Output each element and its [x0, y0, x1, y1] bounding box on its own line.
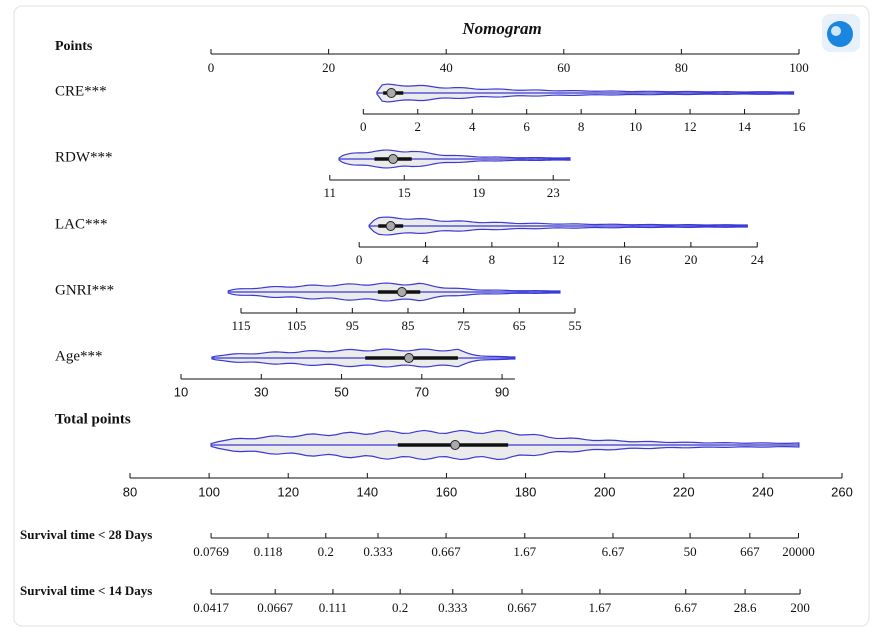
variable-label: Age*** — [55, 348, 103, 364]
tick-label: 80 — [675, 60, 688, 75]
median-dot — [388, 154, 399, 164]
tick-label: 0 — [356, 252, 363, 267]
tick-label: 50 — [334, 384, 348, 399]
tick-label: 55 — [568, 318, 581, 333]
tick-label: 14 — [738, 119, 752, 134]
median-dot — [403, 353, 414, 363]
tick-label: 0.333 — [438, 600, 467, 615]
tick-label: 0.0667 — [257, 600, 293, 615]
tick-label: 6.67 — [674, 600, 697, 615]
tick-label: 0.667 — [431, 544, 461, 559]
tick-label: 120 — [277, 484, 299, 499]
tick-label: 6 — [523, 119, 530, 134]
tick-label: 6.67 — [602, 544, 625, 559]
app-icon[interactable] — [822, 14, 860, 52]
icon-shine — [831, 26, 841, 36]
tick-label: 20 — [322, 60, 335, 75]
tick-label: 12 — [552, 252, 565, 267]
tick-label: 24 — [751, 252, 765, 267]
tick-label: 0.2 — [318, 544, 334, 559]
tick-label: 100 — [198, 484, 220, 499]
tick-label: 85 — [401, 318, 414, 333]
tick-label: 50 — [684, 544, 697, 559]
tick-label: 0.111 — [319, 600, 347, 615]
tick-label: 16 — [793, 119, 807, 134]
median-dot — [385, 221, 396, 231]
tick-label: 95 — [346, 318, 359, 333]
tick-label: 4 — [469, 119, 476, 134]
chart-title: Nomogram — [461, 19, 541, 38]
variable-label: CRE*** — [55, 83, 107, 99]
tick-label: 0 — [208, 60, 215, 75]
tick-label: 1.67 — [589, 600, 612, 615]
tick-label: 70 — [415, 384, 429, 399]
tick-label: 0.333 — [363, 544, 392, 559]
tick-label: 2 — [415, 119, 422, 134]
tick-label: 200 — [790, 600, 810, 615]
tick-label: 100 — [789, 60, 809, 75]
tick-label: 667 — [740, 544, 760, 559]
tick-label: 0 — [360, 119, 367, 134]
tick-label: 10 — [629, 119, 642, 134]
tick-label: 8 — [578, 119, 585, 134]
tick-label: 0.118 — [254, 544, 283, 559]
tick-label: 4 — [422, 252, 429, 267]
outcome-label: Survival time < 28 Days — [20, 527, 152, 542]
tick-label: 28.6 — [734, 600, 757, 615]
tick-label: 140 — [356, 484, 378, 499]
tick-label: 23 — [547, 185, 560, 200]
tick-label: 160 — [436, 484, 458, 499]
tick-label: 10 — [174, 384, 188, 399]
tick-label: 220 — [673, 484, 695, 499]
tick-label: 200 — [594, 484, 616, 499]
tick-label: 240 — [752, 484, 774, 499]
outcome-label: Survival time < 14 Days — [20, 583, 152, 598]
median-dot — [386, 88, 397, 98]
tick-label: 115 — [231, 318, 250, 333]
tick-label: 75 — [457, 318, 470, 333]
tick-label: 0.667 — [507, 600, 537, 615]
tick-label: 60 — [557, 60, 570, 75]
variable-label: GNRI*** — [55, 282, 114, 298]
tick-label: 0.2 — [392, 600, 408, 615]
axis-title: Points — [55, 39, 93, 54]
tick-label: 0.0769 — [193, 544, 229, 559]
tick-label: 90 — [495, 384, 509, 399]
tick-label: 12 — [684, 119, 697, 134]
tick-label: 20000 — [782, 544, 815, 559]
tick-label: 16 — [618, 252, 632, 267]
median-dot — [450, 440, 461, 450]
tick-label: 8 — [489, 252, 496, 267]
tick-label: 65 — [513, 318, 526, 333]
tick-label: 11 — [324, 185, 337, 200]
tick-label: 80 — [123, 484, 137, 499]
median-dot — [396, 287, 407, 297]
tick-label: 1.67 — [513, 544, 536, 559]
card — [13, 5, 870, 627]
tick-label: 20 — [684, 252, 697, 267]
tick-label: 260 — [831, 484, 853, 499]
tick-label: 30 — [254, 384, 268, 399]
axis-title: Total points — [55, 411, 131, 427]
tick-label: 40 — [440, 60, 453, 75]
tick-label: 15 — [398, 185, 411, 200]
tick-label: 180 — [515, 484, 537, 499]
variable-label: LAC*** — [55, 216, 108, 232]
variable-label: RDW*** — [55, 149, 113, 165]
tick-label: 0.0417 — [193, 600, 229, 615]
tick-label: 105 — [287, 318, 307, 333]
tick-label: 19 — [472, 185, 485, 200]
